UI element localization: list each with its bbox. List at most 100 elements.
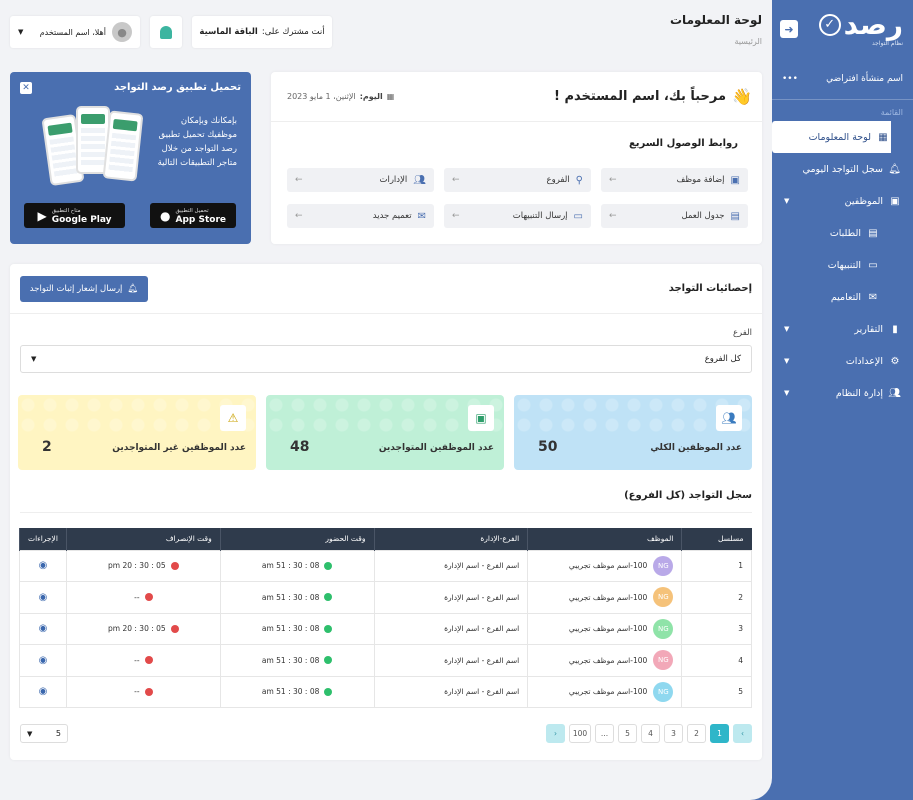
arrow-right-icon: ➜ [784,22,794,36]
user-menu[interactable]: ● أهلا، اسم المستخدم ▼ [10,16,140,48]
sidebar-item-label: الطلبات [829,227,861,239]
cell-actions: ◉ [19,675,67,708]
view-eye-icon[interactable]: ◉ [38,623,48,635]
logo-mark: رصد ✓ [818,10,903,38]
clock-green-icon [324,687,333,696]
welcome-title-text: مرحباً بك، اسم المستخدم ! [553,89,727,104]
check-circle-icon: ✓ [818,13,841,36]
attendance-stats-card: إحصائيات التواجد 🔔︎ إرسال إشعار إثبات ال… [10,264,762,760]
stat-label: عدد الموظفين الكلي [650,443,742,453]
briefcase-icon: ▣ [468,405,494,431]
wave-hand-icon: 👋 [732,87,752,106]
hex-pattern [514,395,752,435]
cell-employee[interactable]: NG 100-اسم موظف تجريبي [527,675,683,708]
sidebar-item-reports[interactable]: ▮ التقارير ▼ [772,313,913,345]
cell-serial: 4 [681,644,752,677]
apple-icon: ● [160,208,171,223]
sidebar-item-label: الإعدادات [845,355,883,367]
sidebar-item-circulars[interactable]: ✉ التعاميم [772,281,913,313]
chevron-down-icon: ▼ [18,28,24,36]
branch-select[interactable]: كل الفروع ▼ [20,345,752,373]
notifications-button[interactable] [150,16,182,48]
sidebar-item-system-admin[interactable]: 👥︎ إدارة النظام ▼ [772,377,913,409]
quick-link-branches[interactable]: ⚲ الفروع ← [444,168,591,192]
quick-link-work-schedule[interactable]: ▤ جدول العمل ← [601,204,748,228]
clock-green-icon [324,593,333,602]
employee-name: 100-اسم موظف تجريبي [568,687,648,697]
today-date: ▦ اليوم: الإثنين، 1 مايو 2023 [287,92,394,101]
appstore-button[interactable]: تحميل التطبيق App Store ● [150,203,236,228]
pagination-page[interactable]: 1 [710,724,729,743]
pagination-next-button[interactable]: ‹ [546,724,565,743]
pagination-page[interactable]: 2 [687,724,706,743]
sidebar-item-alerts[interactable]: ▭ التنبيهات [772,249,913,281]
cell-employee[interactable]: NG 100-اسم موظف تجريبي [527,612,683,645]
column-header-serial[interactable]: مسلسل [681,528,752,550]
breadcrumb[interactable]: الرئيسية [734,37,762,46]
column-header-employee[interactable]: الموظف [527,528,682,550]
mail-icon: ✉ [868,291,878,303]
view-eye-icon[interactable]: ◉ [38,654,48,666]
clock-green-icon [324,624,333,633]
sidebar-item-daily-attendance[interactable]: 🔔︎ سجل التواجد اليومي [772,153,913,185]
view-eye-icon[interactable]: ◉ [38,591,48,603]
appstore-text: تحميل التطبيق App Store [176,207,227,225]
org-row[interactable]: اسم منشأة افتراضي ••• [772,58,913,100]
logo[interactable]: رصد ✓ نظام التواجد [818,10,903,47]
quick-link-departments[interactable]: 👥︎ الإدارات ← [287,168,434,192]
cell-branch: اسم الفرع - اسم الإدارة [373,581,529,614]
googleplay-label: Google Play [51,214,112,225]
googleplay-button[interactable]: متاح التطبيق Google Play ▶ [24,203,125,228]
quick-link-new-circular[interactable]: ✉ تعميم جديد ← [287,204,434,228]
chart-icon: ▮ [892,323,898,335]
pagination-page[interactable]: 3 [664,724,683,743]
pagination-page[interactable]: 5 [618,724,637,743]
arrow-left-icon: ← [609,211,617,221]
checkout-value: -- [134,655,140,665]
send-attendance-notification-button[interactable]: 🔔︎ إرسال إشعار إثبات التواجد [20,275,148,302]
collapse-sidebar-button[interactable]: ➜ [780,20,798,38]
divider [20,512,752,513]
pagination-ellipsis: ... [595,724,614,743]
stat-card-absent: ⚠ عدد الموظفين غير المتواجدين 2 [18,395,256,470]
sidebar-item-dashboard[interactable]: ▦ لوحة المعلومات [772,121,891,153]
employee-name: 100-اسم موظف تجريبي [568,592,648,602]
welcome-title: 👋 مرحباً بك، اسم المستخدم ! [554,87,752,106]
checkout-time: -- [75,687,212,696]
more-dots-icon[interactable]: ••• [782,73,798,84]
pagination-page[interactable]: 4 [641,724,660,743]
pagination-prev-button[interactable]: › [733,724,752,743]
checkin-time: 08 : 30 : 51 am [229,656,366,665]
arrow-left-icon: ← [452,175,460,185]
quick-link-label: الإدارات [379,175,408,185]
cell-employee[interactable]: NG 100-اسم موظف تجريبي [527,549,683,582]
checkin-value: 08 : 30 : 51 am [261,624,320,634]
close-icon[interactable]: ✕ [20,82,32,94]
quick-link-add-employee[interactable]: ▣ إضافة موظف ← [601,168,748,192]
column-header-checkin[interactable]: وقت الحضور [219,528,374,550]
arrow-left-icon: ← [295,175,303,185]
column-header-checkout[interactable]: وقت الإنصراف [65,528,221,550]
column-header-branch[interactable]: الفرع-الإدارة [373,528,528,550]
welcome-header: 👋 مرحباً بك، اسم المستخدم ! ▦ اليوم: الإ… [271,72,762,122]
pagination-page[interactable]: 100 [569,724,591,743]
users-icon: 👥︎ [716,405,742,431]
pagination: › 1 2 3 4 5 ... 100 ‹ [546,724,752,743]
view-eye-icon[interactable]: ◉ [38,560,48,572]
sidebar-item-requests[interactable]: ▤ الطلبات [772,217,913,249]
view-eye-icon[interactable]: ◉ [38,686,48,698]
stat-value: 2 [42,439,52,455]
per-page-select[interactable]: 5 ▼ [20,724,68,743]
cell-employee[interactable]: NG 100-اسم موظف تجريبي [527,581,683,614]
table-row: 5 NG 100-اسم موظف تجريبي اسم الفرع - اسم ال… [19,675,752,708]
cell-employee[interactable]: NG 100-اسم موظف تجريبي [527,644,683,677]
table-row: 3 NG 100-اسم موظف تجريبي اسم الفرع - اسم ال… [19,612,752,645]
location-icon: ⚲ [575,174,583,186]
arrow-left-icon: ← [295,211,303,221]
arrow-left-icon: ← [452,211,460,221]
quick-link-send-alerts[interactable]: ▭ إرسال التنبيهات ← [444,204,591,228]
sidebar-item-settings[interactable]: ⚙ الإعدادات ▼ [772,345,913,377]
sidebar-item-employees[interactable]: ▣ الموظفين ▼ [772,185,913,217]
phone-illustration [102,110,144,182]
checkin-time: 08 : 30 : 51 am [229,687,366,696]
